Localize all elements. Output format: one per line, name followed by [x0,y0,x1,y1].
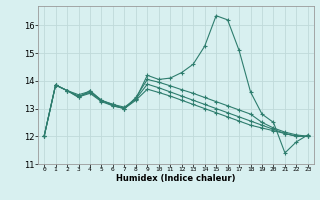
X-axis label: Humidex (Indice chaleur): Humidex (Indice chaleur) [116,174,236,183]
